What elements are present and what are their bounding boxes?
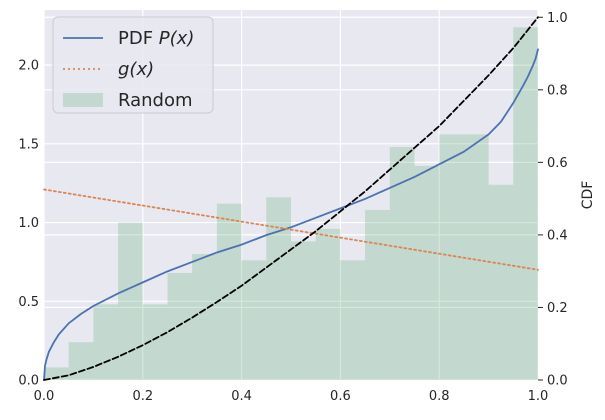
x-tick-label: 1.0 [528, 389, 549, 404]
histogram-bar [463, 134, 489, 380]
y2-tick-label: 0.8 [547, 83, 568, 98]
x-tick-label: 0.0 [34, 389, 55, 404]
histogram-bar [291, 241, 316, 380]
histogram-bar [266, 197, 291, 380]
y2-tick-label: 0.6 [547, 156, 568, 171]
histogram-bar [93, 304, 119, 380]
histogram-bar [241, 260, 267, 380]
y-tick-label: 0.0 [18, 374, 39, 389]
x-tick-label: 0.2 [132, 389, 153, 404]
histogram-bar [513, 27, 538, 380]
histogram-bar [192, 254, 217, 380]
legend-label-g: g(x) [118, 59, 154, 80]
y2-tick-label: 1.0 [547, 11, 568, 26]
legend: PDF P(x) g(x) Random [52, 16, 214, 114]
y-tick-label: 0.5 [18, 295, 39, 310]
y-tick-label: 2.0 [18, 59, 39, 74]
y-tick-label: 1.0 [18, 216, 39, 231]
y2-axis-label: CDF [580, 181, 596, 210]
histogram-bar [340, 260, 366, 380]
g-line [43, 188, 539, 271]
y2-tick-label: 0.4 [547, 228, 568, 243]
legend-box [52, 16, 214, 114]
histogram-bar [315, 228, 341, 380]
histogram-bar [365, 209, 390, 380]
x-tick-label: 0.8 [429, 389, 450, 404]
y-tick-label: 1.5 [18, 137, 39, 152]
histogram-bar [118, 222, 143, 380]
legend-label-hist: Random [118, 90, 193, 111]
y2-tick-label: 0.0 [547, 374, 568, 389]
tick-labels: 0.0 0.2 0.4 0.6 0.8 1.00.00.51.01.52.00.00.20… [18, 11, 567, 404]
legend-label-pdf: PDF P(x) [118, 28, 194, 49]
x-tick-label: 0.6 [330, 389, 351, 404]
histogram-bar [216, 203, 242, 380]
cdf-curve [43, 16, 539, 381]
grid-lines [43, 10, 539, 381]
pdf-curve [43, 48, 539, 381]
y2-tick-label: 0.2 [547, 301, 568, 316]
legend-swatch-hist [63, 93, 103, 107]
histogram-bar [167, 272, 193, 380]
histogram-bar [414, 165, 440, 380]
histogram-bar [488, 184, 514, 380]
series-lines [43, 16, 539, 381]
x-tick-label: 0.4 [231, 389, 252, 404]
